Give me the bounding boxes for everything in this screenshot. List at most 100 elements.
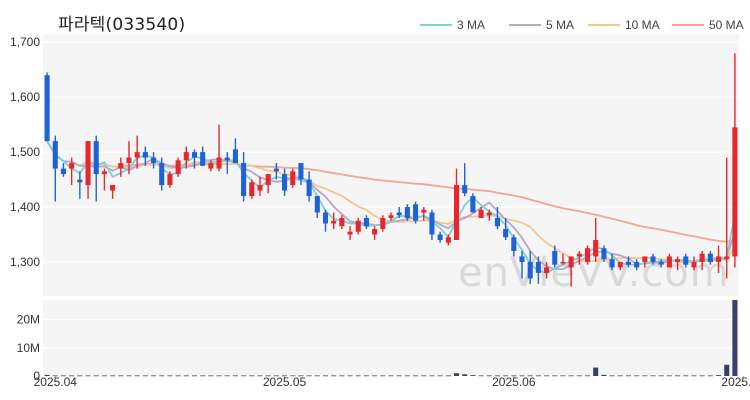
price-tick-label: 1,700: [10, 35, 40, 49]
volume-bar: [77, 375, 83, 377]
volume-bar: [724, 364, 730, 376]
candle-body: [306, 179, 312, 197]
candle-body: [388, 215, 394, 219]
candle-body: [298, 163, 304, 180]
volume-bar: [85, 375, 91, 377]
candle-body: [707, 253, 713, 262]
volume-bar: [601, 374, 607, 376]
volume-bar: [372, 375, 378, 377]
candle-body: [478, 209, 484, 219]
volume-bar: [552, 375, 558, 377]
watermark-text: enVleVV.com: [458, 250, 730, 296]
date-tick-label: 2025.06: [492, 375, 536, 389]
volume-bar: [380, 375, 386, 377]
candle-body: [544, 267, 550, 273]
candle-body: [93, 141, 99, 175]
volume-bar: [52, 375, 58, 377]
candle-body: [462, 185, 468, 194]
candle-body: [355, 220, 361, 232]
volume-bar: [609, 375, 615, 377]
candle-body: [617, 261, 623, 268]
candle-body: [683, 256, 689, 265]
candle-body: [208, 163, 214, 169]
volume-bar: [232, 375, 238, 377]
volume-bar: [576, 375, 582, 377]
legend-label: 50 MA: [709, 18, 744, 32]
candle-body: [200, 152, 206, 166]
candle-body: [675, 259, 681, 262]
candle-body: [511, 237, 517, 251]
candle-body: [142, 152, 148, 158]
volume-bar: [544, 375, 550, 377]
volume-bar: [257, 375, 263, 377]
legend-label: 3 MA: [457, 18, 485, 32]
candle-body: [527, 261, 533, 279]
volume-bar: [715, 375, 722, 376]
candle-body: [241, 163, 247, 197]
candle-body: [110, 185, 116, 191]
candle-body: [470, 196, 476, 213]
volume-bar: [675, 375, 681, 377]
candle-body: [216, 157, 222, 169]
candle-body: [69, 163, 75, 169]
price-gridlines: [43, 41, 739, 263]
candle-body: [609, 259, 615, 268]
candle-body: [724, 256, 730, 260]
volume-bar: [314, 375, 320, 377]
volume-bar: [519, 375, 525, 377]
candle-body: [290, 171, 296, 186]
volume-bar: [396, 375, 402, 377]
volume-bar: [175, 375, 181, 377]
legend-label: 5 MA: [546, 18, 574, 32]
volume-bar: [363, 375, 369, 377]
volume-bar: [658, 375, 664, 377]
candle-body: [232, 149, 238, 164]
candle-body: [183, 152, 189, 161]
candle-body: [314, 196, 320, 213]
volume-bars: [44, 300, 738, 377]
volume-bar: [298, 375, 304, 377]
candle-body: [363, 218, 369, 227]
volume-bar: [69, 375, 75, 377]
volume-bar: [60, 375, 67, 377]
volume-axis-labels: 0 10M 20M: [17, 313, 41, 383]
candle-body: [535, 261, 541, 273]
candle-body: [584, 248, 591, 262]
volume-bar: [486, 375, 492, 377]
volume-bar: [535, 375, 541, 377]
volume-bar: [241, 375, 247, 377]
volume-bar: [151, 375, 157, 377]
volume-bar: [306, 375, 312, 377]
volume-bar: [699, 375, 705, 377]
volume-bar: [126, 375, 132, 377]
candle-body: [691, 261, 697, 268]
volume-tick-label: 20M: [17, 313, 40, 327]
volume-bar: [208, 375, 214, 377]
candle-body: [380, 218, 386, 229]
candle-body: [634, 261, 640, 268]
volume-bar: [453, 373, 460, 376]
volume-bar: [167, 375, 173, 377]
candle-body: [421, 209, 427, 213]
candle-body: [650, 256, 656, 262]
candle-body: [429, 212, 435, 235]
candle-body: [658, 261, 664, 265]
candle-body: [396, 212, 402, 216]
candle-body: [732, 127, 738, 257]
volume-bar: [560, 375, 566, 377]
candle-body: [372, 228, 378, 235]
volume-bar: [494, 375, 500, 377]
candle-body: [552, 250, 558, 265]
candle-body: [503, 228, 509, 238]
volume-bar: [568, 375, 574, 377]
volume-bar: [134, 375, 140, 377]
volume-bar: [478, 375, 484, 377]
candle-body: [175, 160, 181, 175]
candle-body: [494, 218, 500, 227]
candle-body: [44, 75, 50, 142]
volume-bar: [290, 375, 296, 377]
volume-bar: [617, 375, 623, 377]
candle-body: [404, 207, 410, 219]
candle-body: [568, 256, 574, 268]
